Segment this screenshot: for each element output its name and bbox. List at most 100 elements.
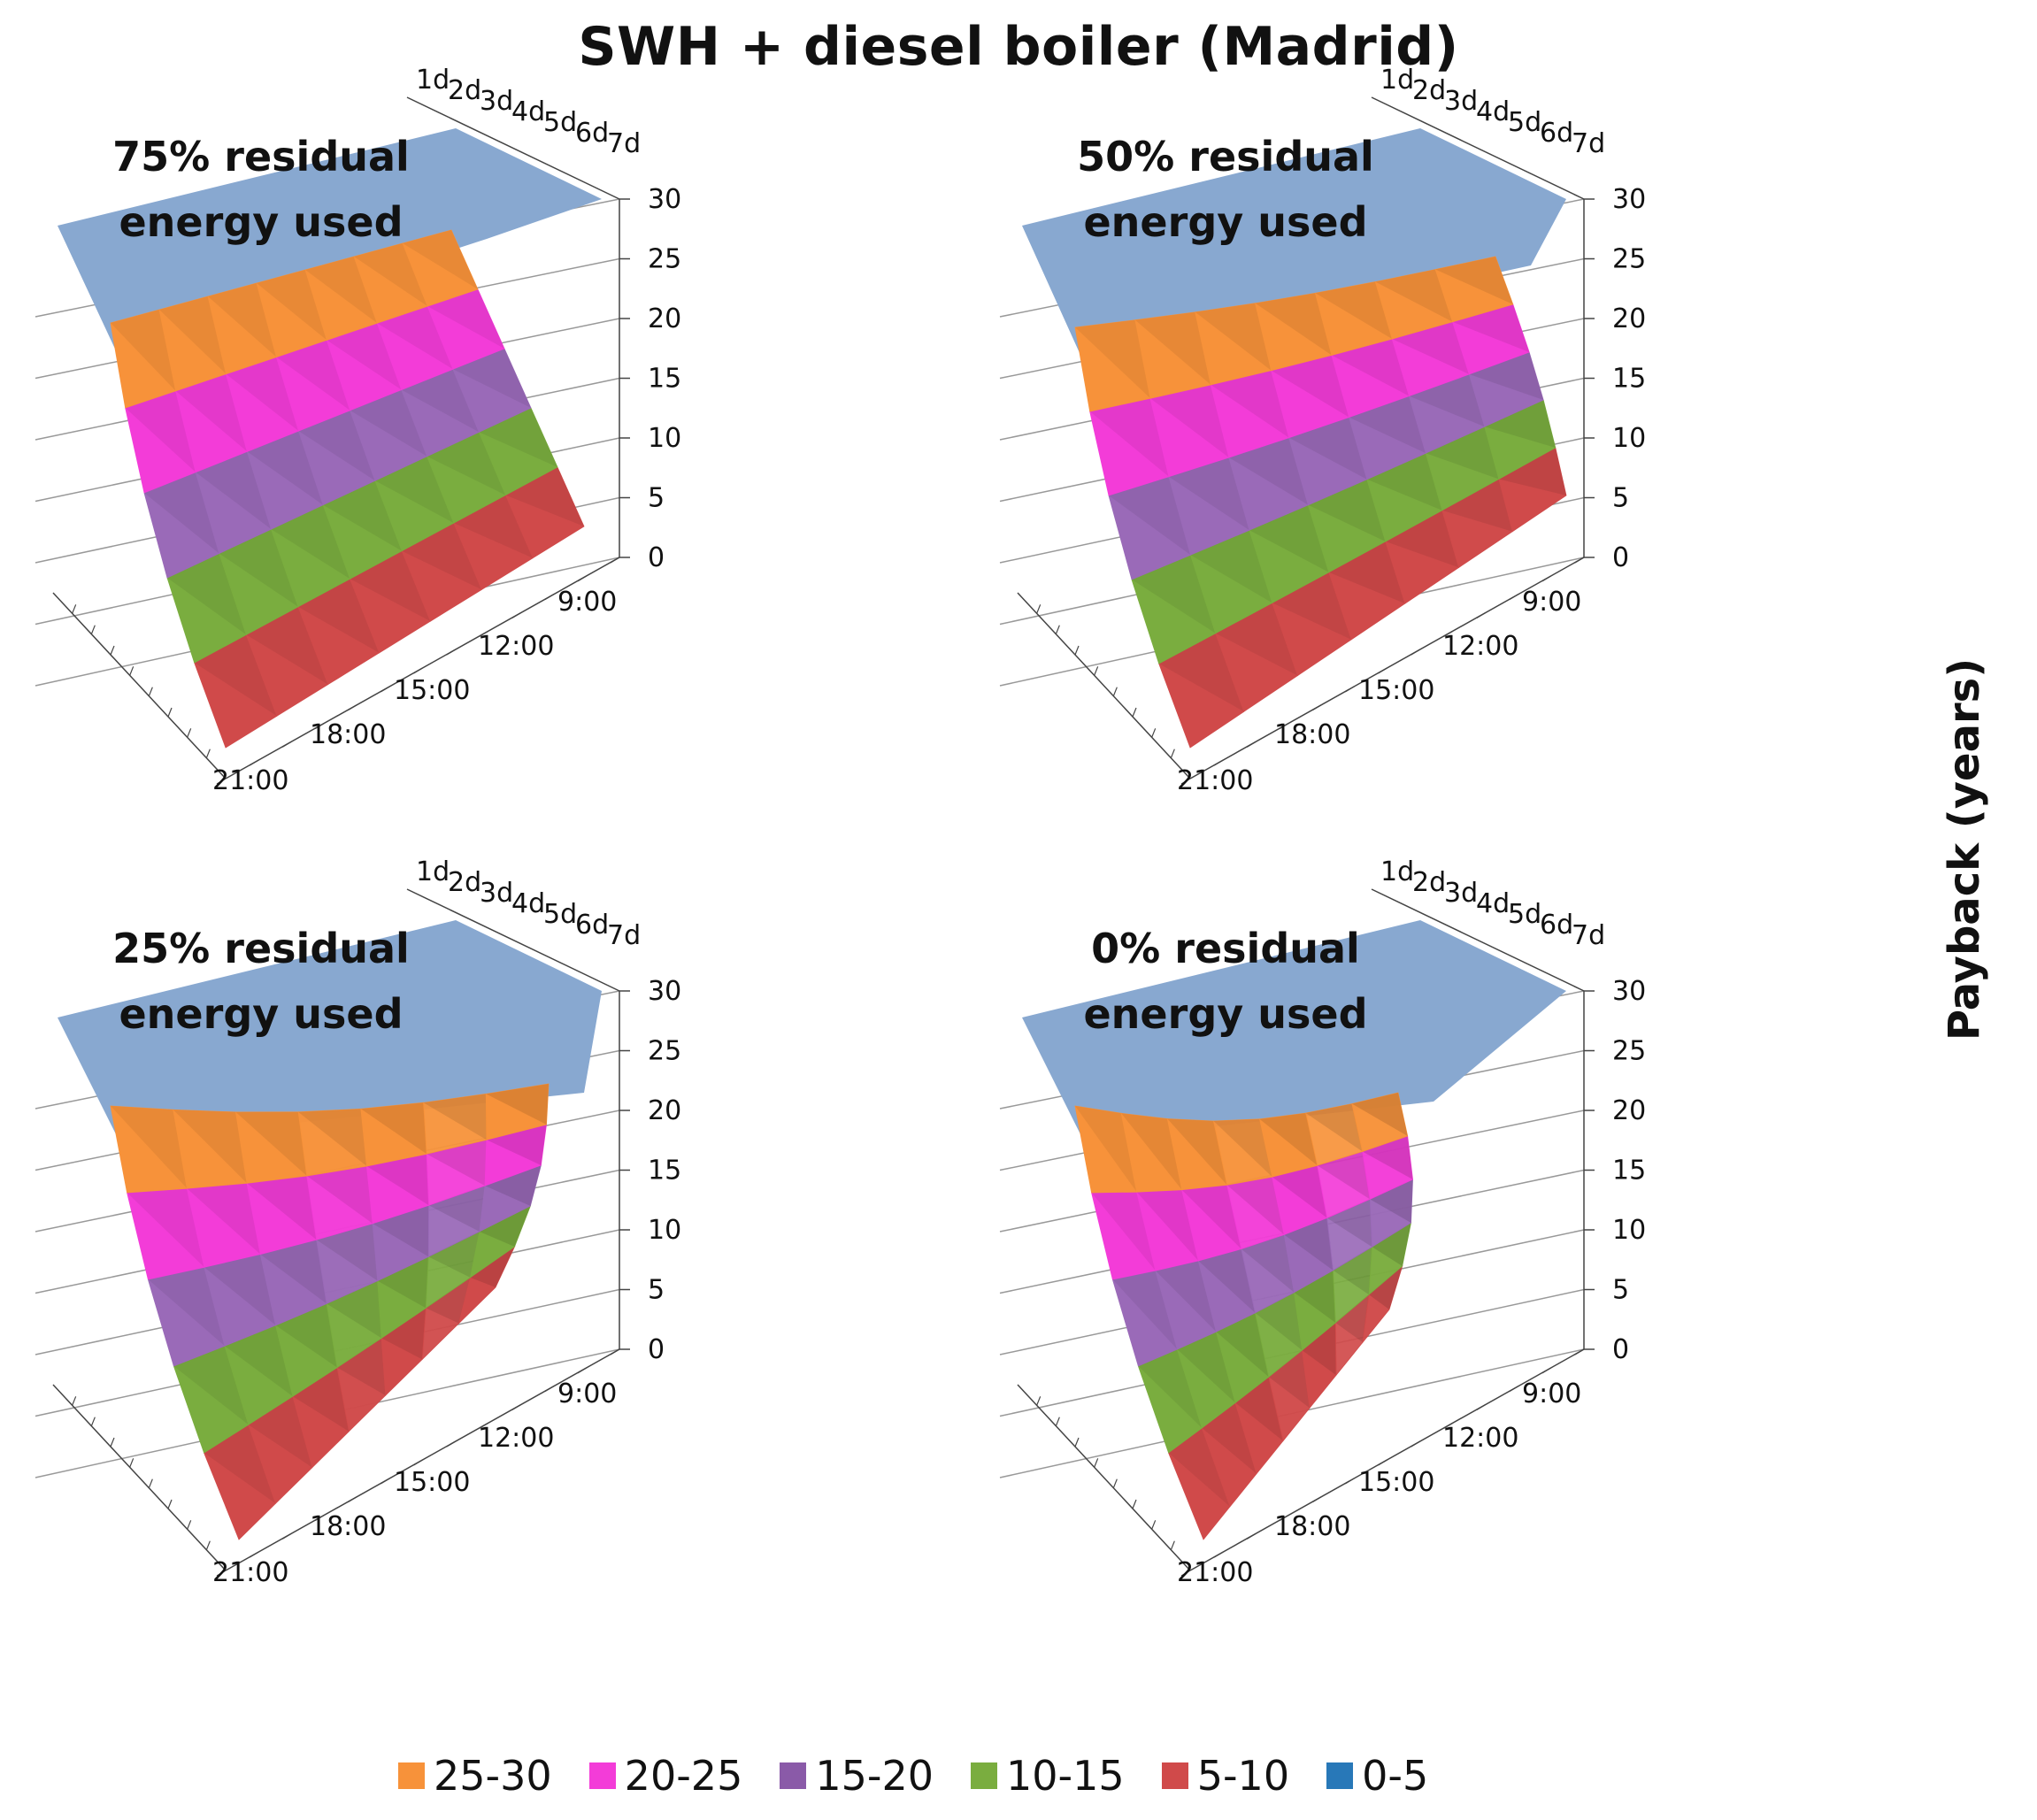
x-tick [1476, 611, 1487, 619]
x-tick [1509, 1386, 1519, 1393]
surface-facet [1435, 257, 1513, 304]
floor-tick [205, 749, 211, 758]
floor-tick [187, 1520, 192, 1530]
z-tick-label: 20 [1612, 303, 1646, 334]
floor-tick [1094, 666, 1099, 676]
floor-left-edge [52, 592, 227, 779]
x-tick-label: 9:00 [557, 587, 617, 618]
surface-facet [453, 495, 534, 558]
surface-facet [484, 1165, 542, 1206]
x-tick [511, 1403, 522, 1411]
legend-item: 10-15 [971, 1752, 1125, 1800]
x-tick-label: 18:00 [1274, 1511, 1350, 1542]
surface-facet [360, 1102, 427, 1155]
z-tick-label: 20 [648, 1095, 681, 1126]
surface-facet [1181, 1185, 1241, 1249]
surface-facet [1426, 426, 1499, 480]
y-tick-label: 4d [511, 888, 545, 919]
surface-facet [1228, 437, 1309, 505]
surface-facet [354, 243, 428, 307]
surface-facet [1215, 603, 1298, 676]
x-tick [413, 1459, 423, 1466]
surface-facet [1349, 395, 1426, 454]
floor-tick [1132, 707, 1137, 718]
x-tick [281, 741, 292, 748]
surface-facet [257, 270, 327, 341]
surface-facet [403, 230, 478, 289]
surface-facet [1333, 1247, 1372, 1295]
panel-title-75: 75% residual energy used [71, 124, 451, 255]
surface-facet [208, 283, 277, 357]
legend-label: 15-20 [815, 1752, 934, 1800]
surface-facet [1375, 269, 1453, 322]
x-tick [1246, 741, 1257, 748]
x-tick [577, 1367, 588, 1374]
surface-facet [1331, 339, 1410, 396]
y-tick-label: 5d [543, 107, 577, 138]
y-tick-label: 3d [480, 86, 513, 117]
surface-facet [1195, 303, 1272, 371]
surface-facet [1075, 319, 1150, 399]
z-tick-label: 5 [1612, 1275, 1629, 1306]
x-tick [314, 1514, 325, 1522]
surface-facet [1284, 1217, 1334, 1271]
x-tick [216, 778, 227, 785]
legend-item: 15-20 [780, 1752, 934, 1800]
x-tick-label: 9:00 [1522, 587, 1581, 618]
surface-facet [1075, 1106, 1137, 1193]
x-tick-label: 15:00 [394, 675, 470, 706]
surface-facet [427, 289, 504, 349]
legend-item: 25-30 [398, 1752, 552, 1800]
floor-tick [148, 1478, 153, 1488]
surface-facet [423, 1094, 487, 1140]
z-tick-label: 0 [1612, 1334, 1629, 1365]
legend-swatch [588, 1762, 616, 1789]
surface-facet [1409, 374, 1485, 427]
surface-facet [1089, 398, 1169, 477]
floor-tick [110, 1437, 115, 1448]
floor-tick [1036, 604, 1042, 614]
surface-facet [1392, 321, 1470, 375]
y-tick-label: 4d [1476, 888, 1510, 919]
x-tick [1213, 1551, 1224, 1558]
x-tick [1312, 1496, 1322, 1503]
floor-tick [1055, 1417, 1060, 1426]
surface [58, 128, 602, 749]
x-tick-label: 12:00 [478, 631, 554, 662]
surface-facet [175, 373, 248, 452]
x-tick [479, 1422, 488, 1429]
y-axis-top [1371, 96, 1585, 200]
x-tick-label: 12:00 [478, 1423, 554, 1454]
surface-facet [1268, 1350, 1310, 1409]
floor-left-edge [1017, 1384, 1191, 1571]
surface-facet [246, 606, 328, 685]
y-tick-label: 3d [1444, 86, 1478, 117]
x-tick [1509, 594, 1519, 601]
x-tick-label: 21:00 [212, 765, 288, 796]
panel-title-line1: 75% residual [112, 133, 410, 180]
z-tick-label: 10 [648, 423, 681, 454]
surface-facet [247, 431, 324, 505]
x-tick [446, 1440, 456, 1448]
legend-swatch [971, 1762, 998, 1789]
surface-facet [1241, 1234, 1295, 1293]
y-tick-label: 6d [1540, 118, 1573, 149]
surface-facet [1294, 1270, 1336, 1324]
surface-facet [148, 1267, 225, 1347]
surface-facet [486, 1125, 547, 1165]
legend-item: 0-5 [1326, 1752, 1428, 1800]
surface [58, 920, 602, 1540]
surface-facet [428, 1231, 480, 1278]
surface-facet [479, 1206, 531, 1247]
z-tick-label: 25 [1612, 244, 1646, 275]
surface-facet [402, 523, 482, 590]
x-tick-label: 15:00 [394, 1467, 470, 1498]
z-tick-label: 15 [648, 364, 681, 395]
x-tick [413, 667, 423, 674]
surface-facet [204, 1425, 276, 1504]
surface-facet [1441, 479, 1513, 532]
surface-facet [159, 296, 227, 374]
surface-facet [1255, 293, 1332, 356]
